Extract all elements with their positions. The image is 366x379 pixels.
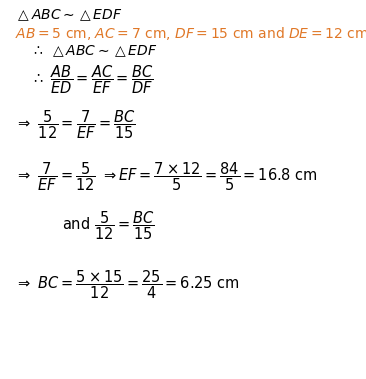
Text: $\therefore\ \triangle ABC \sim \triangle EDF$: $\therefore\ \triangle ABC \sim \triangl…: [31, 43, 157, 59]
Text: $\Rightarrow\ \dfrac{7}{EF} = \dfrac{5}{12}\ \Rightarrow EF = \dfrac{7\times12}{: $\Rightarrow\ \dfrac{7}{EF} = \dfrac{5}{…: [15, 160, 317, 193]
Text: $\Rightarrow\ \dfrac{5}{12} = \dfrac{7}{EF} = \dfrac{BC}{15}$: $\Rightarrow\ \dfrac{5}{12} = \dfrac{7}{…: [15, 108, 135, 141]
Text: and $\dfrac{5}{12} = \dfrac{BC}{15}$: and $\dfrac{5}{12} = \dfrac{BC}{15}$: [62, 209, 155, 242]
Text: $AB = 5$ cm, $AC = 7$ cm, $DF = 15$ cm and $DE = 12$ cm: $AB = 5$ cm, $AC = 7$ cm, $DF = 15$ cm a…: [15, 25, 366, 42]
Text: $\triangle ABC \sim \triangle EDF$: $\triangle ABC \sim \triangle EDF$: [15, 7, 122, 23]
Text: $\Rightarrow\ BC = \dfrac{5\times15}{12} = \dfrac{25}{4} = 6.25$ cm: $\Rightarrow\ BC = \dfrac{5\times15}{12}…: [15, 269, 239, 301]
Text: $\therefore\ \dfrac{AB}{ED} = \dfrac{AC}{EF} = \dfrac{BC}{DF}$: $\therefore\ \dfrac{AB}{ED} = \dfrac{AC}…: [31, 63, 153, 96]
